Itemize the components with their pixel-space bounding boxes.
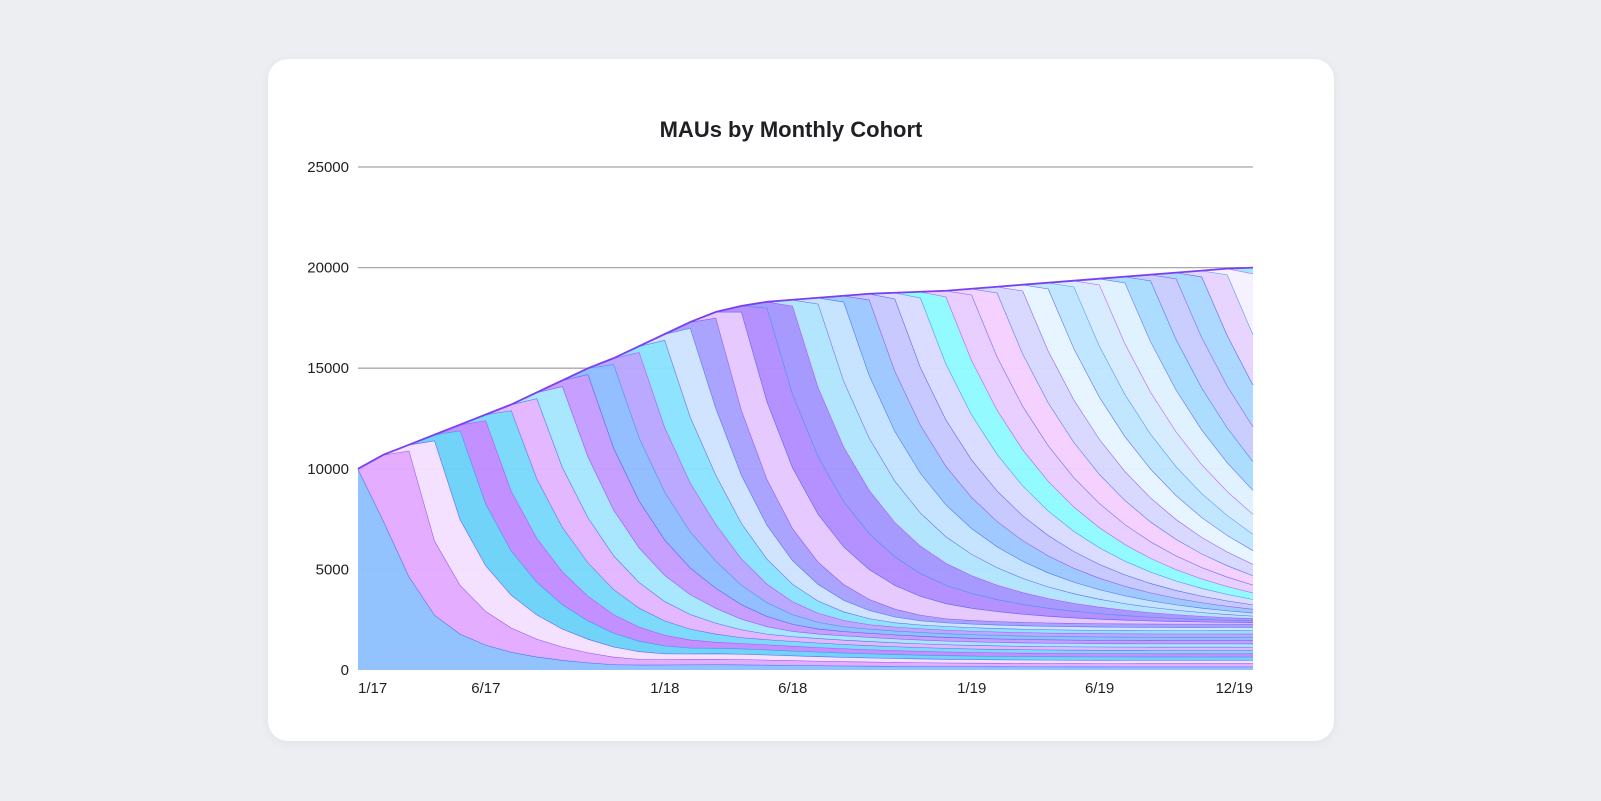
y-tick-label: 10000 (307, 461, 349, 478)
x-tick-label: 6/17 (471, 680, 500, 697)
mau-cohort-chart: MAUs by Monthly Cohort 0 5000 10000 15000 20… (307, 117, 1254, 697)
cohort-boundary (1048, 280, 1254, 515)
y-tick-label: 20000 (307, 260, 349, 277)
cohort-boundary (613, 339, 1254, 632)
y-axis-ticks: 0 5000 10000 15000 20000 25000 (307, 159, 349, 679)
cohort-area (741, 301, 1253, 621)
x-tick-label: 1/18 (650, 680, 679, 697)
cohort-area (843, 293, 1253, 610)
cohort-area (1150, 272, 1253, 427)
y-tick-label: 25000 (307, 159, 349, 176)
cohort-area (1099, 276, 1253, 491)
cohort-area (1074, 278, 1253, 515)
x-tick-label: 1/19 (957, 680, 986, 697)
x-tick-label: 1/17 (358, 680, 387, 697)
cohort-area (1022, 282, 1253, 551)
total-mau-line (357, 266, 1254, 470)
chart-title: MAUs by Monthly Cohort (660, 117, 923, 142)
x-tick-label: 12/19 (1215, 680, 1253, 697)
cohort-area (946, 288, 1253, 585)
cohort-area (1201, 268, 1253, 335)
cohort-area (895, 291, 1253, 600)
chart-card: MAUs by Monthly Cohort 0 5000 10000 15000 20… (268, 59, 1334, 741)
cohort-area (818, 295, 1253, 613)
y-tick-label: 5000 (316, 561, 349, 578)
cohort-area (716, 305, 1253, 623)
cohort-area (997, 284, 1253, 565)
cohort-boundary (562, 363, 1254, 638)
cohort-boundary (357, 468, 1254, 668)
cohort-area (1048, 280, 1253, 534)
cohort-area (690, 311, 1253, 624)
cohort-area (792, 297, 1253, 616)
cohort-area (358, 468, 1253, 670)
cohort-area (664, 317, 1253, 628)
x-tick-label: 6/19 (1085, 680, 1114, 697)
cohort-boundary (869, 292, 1254, 600)
cohort-areas (357, 267, 1254, 670)
cohort-area (767, 299, 1253, 619)
cohort-area (869, 292, 1253, 605)
y-tick-label: 15000 (307, 360, 349, 377)
cohort-area (1176, 270, 1253, 385)
cohort-area (971, 286, 1253, 576)
cohort-area (1125, 274, 1253, 462)
y-tick-label: 0 (341, 662, 349, 679)
x-tick-label: 6/18 (778, 680, 807, 697)
x-axis-ticks: 1/17 6/17 1/18 6/18 1/19 6/19 12/19 (358, 680, 1253, 697)
total-outline (357, 266, 1254, 470)
